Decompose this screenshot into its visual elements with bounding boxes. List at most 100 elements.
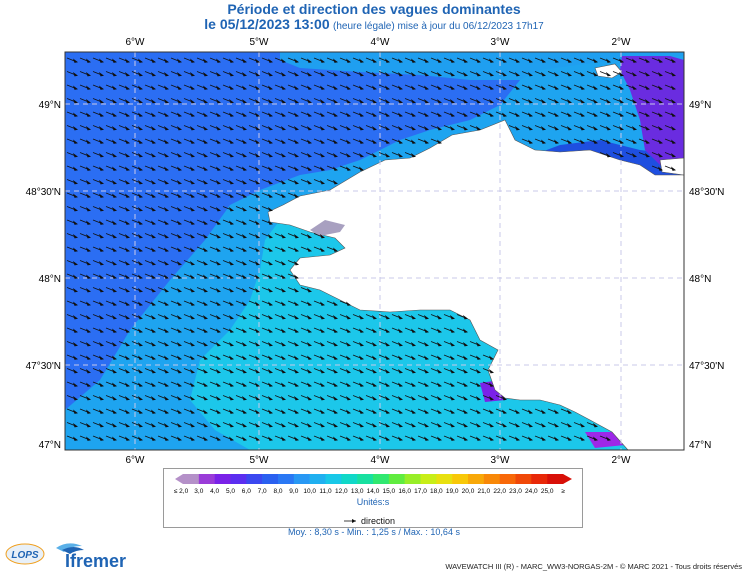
direction-arrow-head [72, 422, 78, 428]
direction-arrow-head [85, 166, 91, 171]
direction-arrow-head [98, 395, 104, 401]
direction-arrow-head [488, 422, 494, 428]
subtitle: le 05/12/2023 13:00 (heure légale) mise … [0, 16, 748, 32]
direction-arrow-head [488, 368, 494, 374]
direction-arrow-head [280, 98, 286, 104]
direction-arrow-head [176, 152, 182, 158]
direction-arrow-head [72, 71, 78, 77]
legend-unit: Unités:s [357, 497, 390, 507]
direction-arrow-head [579, 98, 585, 104]
direction-arrow-head [189, 382, 195, 387]
direction-arrow-head [111, 139, 117, 144]
direction-arrow-head [345, 71, 351, 77]
direction-arrow-head [111, 260, 117, 266]
direction-arrow-head [202, 193, 208, 198]
direction-arrow-head [358, 58, 364, 63]
direction-arrow-head [384, 58, 390, 63]
direction-arrow-head [72, 395, 78, 401]
direction-arrow-head [189, 287, 195, 293]
direction-arrow-head [397, 395, 403, 401]
direction-arrow-head [670, 139, 676, 144]
water-rade-brest [310, 220, 345, 236]
direction-arrow-head [215, 220, 221, 225]
direction-arrow-head [72, 166, 78, 171]
direction-arrow-head [111, 382, 117, 387]
direction-arrow-head [631, 125, 637, 131]
direction-arrow-head [137, 71, 143, 77]
direction-arrow-head [449, 125, 455, 131]
direction-arrow-head [592, 71, 598, 77]
direction-arrow-head [592, 436, 598, 441]
direction-arrow-head [176, 71, 182, 77]
direction-arrow-head [176, 314, 182, 320]
direction-arrow-head [371, 409, 377, 414]
direction-arrow-head [85, 206, 91, 212]
direction-arrow-head [579, 71, 585, 77]
direction-arrow-head [254, 85, 260, 90]
direction-arrow-head [358, 395, 364, 401]
direction-arrow-head [462, 85, 468, 90]
direction-arrow-head [358, 314, 364, 320]
direction-arrow-head [215, 139, 221, 144]
direction-arrow-head [475, 85, 481, 90]
direction-arrow-head [124, 274, 130, 279]
direction-arrow-head [644, 71, 650, 77]
direction-arrow-head [124, 152, 130, 158]
direction-arrow-head [189, 409, 195, 414]
direction-arrow-head [189, 166, 195, 171]
direction-arrow-head [514, 112, 520, 117]
direction-arrow-head [241, 179, 247, 185]
lon-label: 4°W [371, 455, 391, 464]
direction-arrow-head [670, 166, 676, 171]
legend-tick: 23,0 [509, 488, 522, 495]
direction-arrow-head [488, 382, 494, 387]
direction-arrow-head [228, 125, 234, 131]
direction-arrow-head [189, 395, 195, 401]
direction-arrow-head [215, 368, 221, 374]
direction-arrow-head [228, 422, 234, 428]
direction-arrow-head [397, 314, 403, 320]
direction-arrow-head [176, 166, 182, 171]
direction-arrows [66, 57, 676, 441]
direction-arrow-head [514, 409, 520, 414]
direction-arrow-head [423, 341, 429, 347]
direction-arrow-head [72, 382, 78, 387]
direction-arrow-head [332, 301, 338, 306]
direction-arrow-head [371, 98, 377, 104]
direction-arrow-head [605, 436, 611, 441]
lat-labels-right: 49°N 48°30'N 48°N 47°30'N 47°N [689, 100, 724, 451]
direction-arrow-head [202, 233, 208, 239]
legend-tick: 9,0 [289, 488, 298, 495]
direction-arrow-head [241, 382, 247, 387]
direction-arrow-head [462, 409, 468, 414]
direction-arrow-head [319, 395, 325, 401]
direction-arrow-head [306, 328, 312, 333]
direction-arrow-head [124, 436, 130, 441]
direction-arrow-head [202, 166, 208, 171]
direction-arrow-head [111, 355, 117, 360]
direction-arrow-head [72, 220, 78, 225]
legend-tick: 8,0 [273, 488, 282, 495]
direction-arrow-head [150, 247, 156, 252]
direction-arrow-head [397, 85, 403, 90]
direction-arrow-head [306, 85, 312, 90]
update-note: (heure légale) mise à jour du 06/12/2023… [332, 21, 544, 32]
direction-arrow-head [358, 368, 364, 374]
direction-arrow-head [579, 125, 585, 131]
direction-arrow-head [306, 98, 312, 104]
direction-arrow-head [319, 98, 325, 104]
map[interactable]: 6°W 5°W 4°W 3°W 2°W 6°W 5°W 4°W 3°W 2°W … [0, 34, 748, 466]
legend-tick-labels: ≤ 2,0 3,0 4,0 5,0 6,0 7,0 8,0 9,0 10,0 11,0 12,0 13… [174, 488, 565, 495]
direction-arrow-head [631, 139, 637, 144]
direction-arrow-head [332, 112, 338, 117]
direction-arrow-head [228, 260, 234, 266]
direction-arrow-head [592, 112, 598, 117]
lon-label: 4°W [371, 37, 391, 48]
direction-arrow-head [176, 301, 182, 306]
direction-arrow-head [176, 98, 182, 104]
color-legend: ≤ 2,0 3,0 4,0 5,0 6,0 7,0 8,0 9,0 10,0 11,0 12,0 13… [163, 468, 583, 528]
legend-colorbar [175, 474, 572, 484]
legend-swatch [262, 474, 279, 484]
direction-arrow-head [384, 71, 390, 77]
direction-arrow-head [189, 193, 195, 198]
